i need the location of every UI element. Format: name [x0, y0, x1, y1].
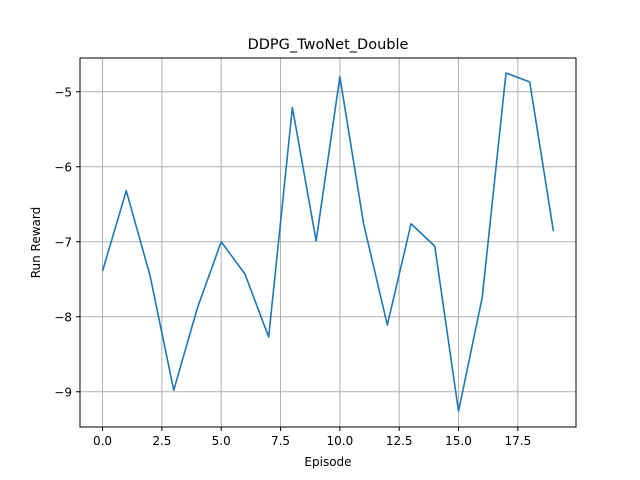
series-layer — [101, 72, 555, 413]
x-axis-ticks: 0.0 2.5 5.0 7.5 10.0 12.5 15.0 17.5 — [93, 427, 531, 448]
y-tick-label: −7 — [54, 235, 72, 249]
x-tick-label: 10.0 — [327, 434, 354, 448]
x-tick-label: 5.0 — [212, 434, 231, 448]
x-tick-label: 12.5 — [386, 434, 413, 448]
x-axis-label: Episode — [304, 455, 351, 469]
x-tick-label: 2.5 — [152, 434, 171, 448]
chart-title: DDPG_TwoNet_Double — [248, 37, 409, 53]
grid — [80, 58, 576, 427]
y-axis-label: Run Reward — [29, 207, 43, 279]
axes-frame — [79, 57, 577, 428]
y-tick-label: −5 — [54, 85, 72, 99]
y-axis-ticks: −9 −8 −7 −6 −5 — [54, 85, 80, 399]
x-tick-label: 7.5 — [271, 434, 290, 448]
x-tick-label: 17.5 — [504, 434, 531, 448]
x-tick-label: 15.0 — [445, 434, 472, 448]
x-tick-label: 0.0 — [93, 434, 112, 448]
y-tick-label: −8 — [54, 310, 72, 324]
series-line — [101, 72, 555, 413]
y-tick-label: −6 — [54, 160, 72, 174]
y-tick-label: −9 — [54, 385, 72, 399]
